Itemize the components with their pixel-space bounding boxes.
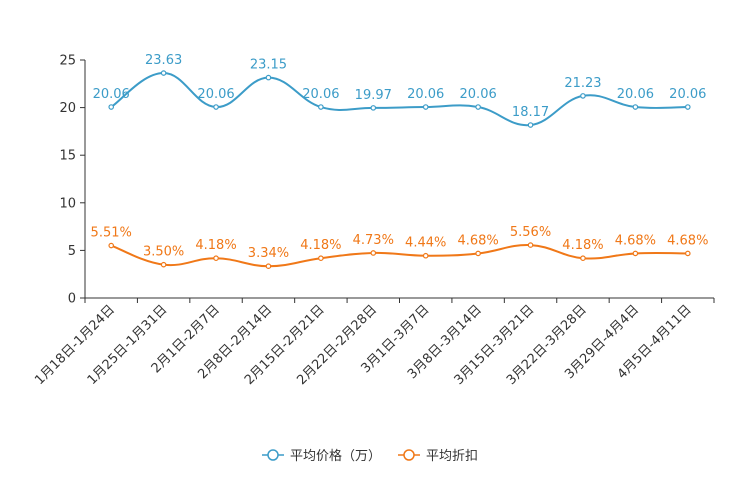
data-label: 21.23 bbox=[564, 76, 601, 91]
data-label: 5.51% bbox=[91, 226, 132, 241]
data-label: 20.06 bbox=[197, 87, 234, 102]
data-point[interactable] bbox=[265, 263, 272, 270]
data-label: 4.18% bbox=[562, 238, 603, 253]
data-point[interactable] bbox=[422, 252, 429, 259]
data-label: 4.44% bbox=[405, 236, 446, 251]
data-label: 19.97 bbox=[355, 88, 392, 103]
data-label: 20.06 bbox=[617, 87, 654, 102]
data-point[interactable] bbox=[160, 261, 167, 268]
data-point[interactable] bbox=[684, 104, 691, 110]
data-point[interactable] bbox=[632, 104, 639, 110]
y-tick-label: 10 bbox=[59, 196, 76, 211]
data-point[interactable] bbox=[108, 242, 115, 249]
legend[interactable]: 平均价格（万） 平均折扣 bbox=[262, 448, 478, 464]
data-point[interactable] bbox=[370, 250, 377, 256]
data-point[interactable] bbox=[527, 242, 534, 248]
y-tick-label: 20 bbox=[59, 101, 76, 116]
y-tick-label: 25 bbox=[59, 54, 76, 69]
data-label: 4.68% bbox=[615, 233, 656, 248]
data-label: 3.34% bbox=[248, 246, 289, 261]
legend-marker-discount bbox=[403, 449, 415, 461]
legend-marker-price bbox=[267, 449, 279, 461]
data-label: 18.17 bbox=[512, 105, 549, 120]
data-label: 4.18% bbox=[195, 238, 236, 253]
axes: 05101520251月18日-1月24日1月25日-1月31日2月1日-2月7… bbox=[32, 54, 715, 388]
data-point[interactable] bbox=[160, 70, 167, 76]
data-label: 23.15 bbox=[250, 58, 287, 73]
data-point[interactable] bbox=[318, 255, 324, 262]
data-point[interactable] bbox=[422, 104, 429, 110]
legend-item-price[interactable]: 平均价格（万） bbox=[262, 448, 381, 464]
data-point[interactable] bbox=[108, 104, 115, 110]
y-tick-label: 15 bbox=[59, 149, 76, 164]
data-point[interactable] bbox=[265, 74, 272, 81]
data-label: 4.68% bbox=[667, 233, 708, 248]
data-point[interactable] bbox=[370, 105, 377, 111]
data-label: 4.68% bbox=[457, 233, 498, 248]
data-point[interactable] bbox=[580, 255, 586, 262]
y-tick-label: 0 bbox=[68, 292, 76, 307]
series-1: 5.51% 3.50% 4.18% 3.34% 4.18% 4.73% 4.44% 4.68%… bbox=[91, 225, 708, 270]
data-label: 20.06 bbox=[669, 87, 706, 102]
data-point[interactable] bbox=[632, 250, 639, 257]
data-point[interactable] bbox=[213, 104, 219, 110]
data-label: 20.06 bbox=[407, 87, 444, 102]
data-point[interactable] bbox=[475, 250, 481, 257]
data-label: 4.18% bbox=[300, 238, 341, 253]
series-layer: 20.06 23.63 20.06 23.15 20.06 19.97 20.06 20.06… bbox=[91, 53, 708, 270]
data-label: 20.06 bbox=[302, 87, 339, 102]
data-label: 4.73% bbox=[353, 233, 394, 248]
data-label: 20.06 bbox=[93, 87, 130, 102]
series-0: 20.06 23.63 20.06 23.15 20.06 19.97 20.06 20.06… bbox=[93, 53, 706, 128]
legend-label-price: 平均价格（万） bbox=[290, 448, 381, 464]
data-label: 3.50% bbox=[143, 245, 184, 260]
series-line bbox=[110, 244, 688, 268]
data-point[interactable] bbox=[684, 250, 691, 257]
data-point[interactable] bbox=[527, 122, 534, 128]
y-tick-label: 5 bbox=[68, 244, 76, 259]
legend-item-discount[interactable]: 平均折扣 bbox=[398, 449, 478, 464]
data-label: 5.56% bbox=[510, 225, 551, 240]
legend-label-discount: 平均折扣 bbox=[426, 449, 478, 464]
data-point[interactable] bbox=[475, 104, 481, 110]
data-label: 23.63 bbox=[145, 53, 182, 68]
data-label: 20.06 bbox=[460, 87, 497, 102]
data-point[interactable] bbox=[580, 93, 586, 99]
data-point[interactable] bbox=[213, 255, 219, 262]
data-point[interactable] bbox=[318, 104, 324, 110]
